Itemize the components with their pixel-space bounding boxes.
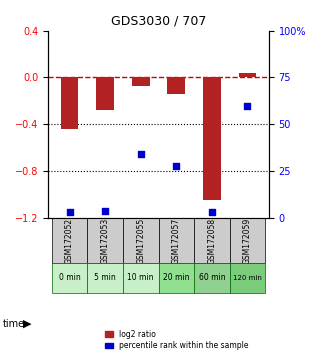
FancyBboxPatch shape [230, 263, 265, 293]
Text: GSM172052: GSM172052 [65, 217, 74, 264]
Text: 120 min: 120 min [233, 275, 262, 281]
FancyBboxPatch shape [159, 218, 194, 263]
Text: 0 min: 0 min [59, 274, 81, 282]
Bar [203, 78, 221, 200]
Text: GSM172057: GSM172057 [172, 217, 181, 264]
Bar [167, 78, 185, 94]
Text: GSM172055: GSM172055 [136, 217, 145, 264]
Bar [61, 78, 78, 129]
FancyBboxPatch shape [123, 263, 159, 293]
Bar [96, 78, 114, 110]
Text: GSM172058: GSM172058 [207, 217, 216, 264]
Text: GSM172059: GSM172059 [243, 217, 252, 264]
FancyBboxPatch shape [194, 218, 230, 263]
Point [67, 210, 72, 215]
FancyBboxPatch shape [230, 218, 265, 263]
Point [209, 210, 214, 215]
FancyBboxPatch shape [87, 218, 123, 263]
FancyBboxPatch shape [52, 218, 87, 263]
Point [103, 208, 108, 213]
Text: 10 min: 10 min [127, 274, 154, 282]
Point [245, 103, 250, 108]
Title: GDS3030 / 707: GDS3030 / 707 [111, 15, 206, 28]
FancyBboxPatch shape [87, 263, 123, 293]
FancyBboxPatch shape [123, 218, 159, 263]
FancyBboxPatch shape [159, 263, 194, 293]
Legend: log2 ratio, percentile rank within the sample: log2 ratio, percentile rank within the s… [105, 330, 248, 350]
Text: 60 min: 60 min [199, 274, 225, 282]
Text: 20 min: 20 min [163, 274, 189, 282]
Point [174, 163, 179, 169]
FancyBboxPatch shape [194, 263, 230, 293]
FancyBboxPatch shape [52, 263, 87, 293]
Bar [239, 73, 256, 78]
Text: ▶: ▶ [22, 319, 31, 329]
Text: GSM172053: GSM172053 [101, 217, 110, 264]
Point [138, 152, 143, 157]
Text: 5 min: 5 min [94, 274, 116, 282]
Bar [132, 78, 150, 86]
Text: time: time [3, 319, 25, 329]
